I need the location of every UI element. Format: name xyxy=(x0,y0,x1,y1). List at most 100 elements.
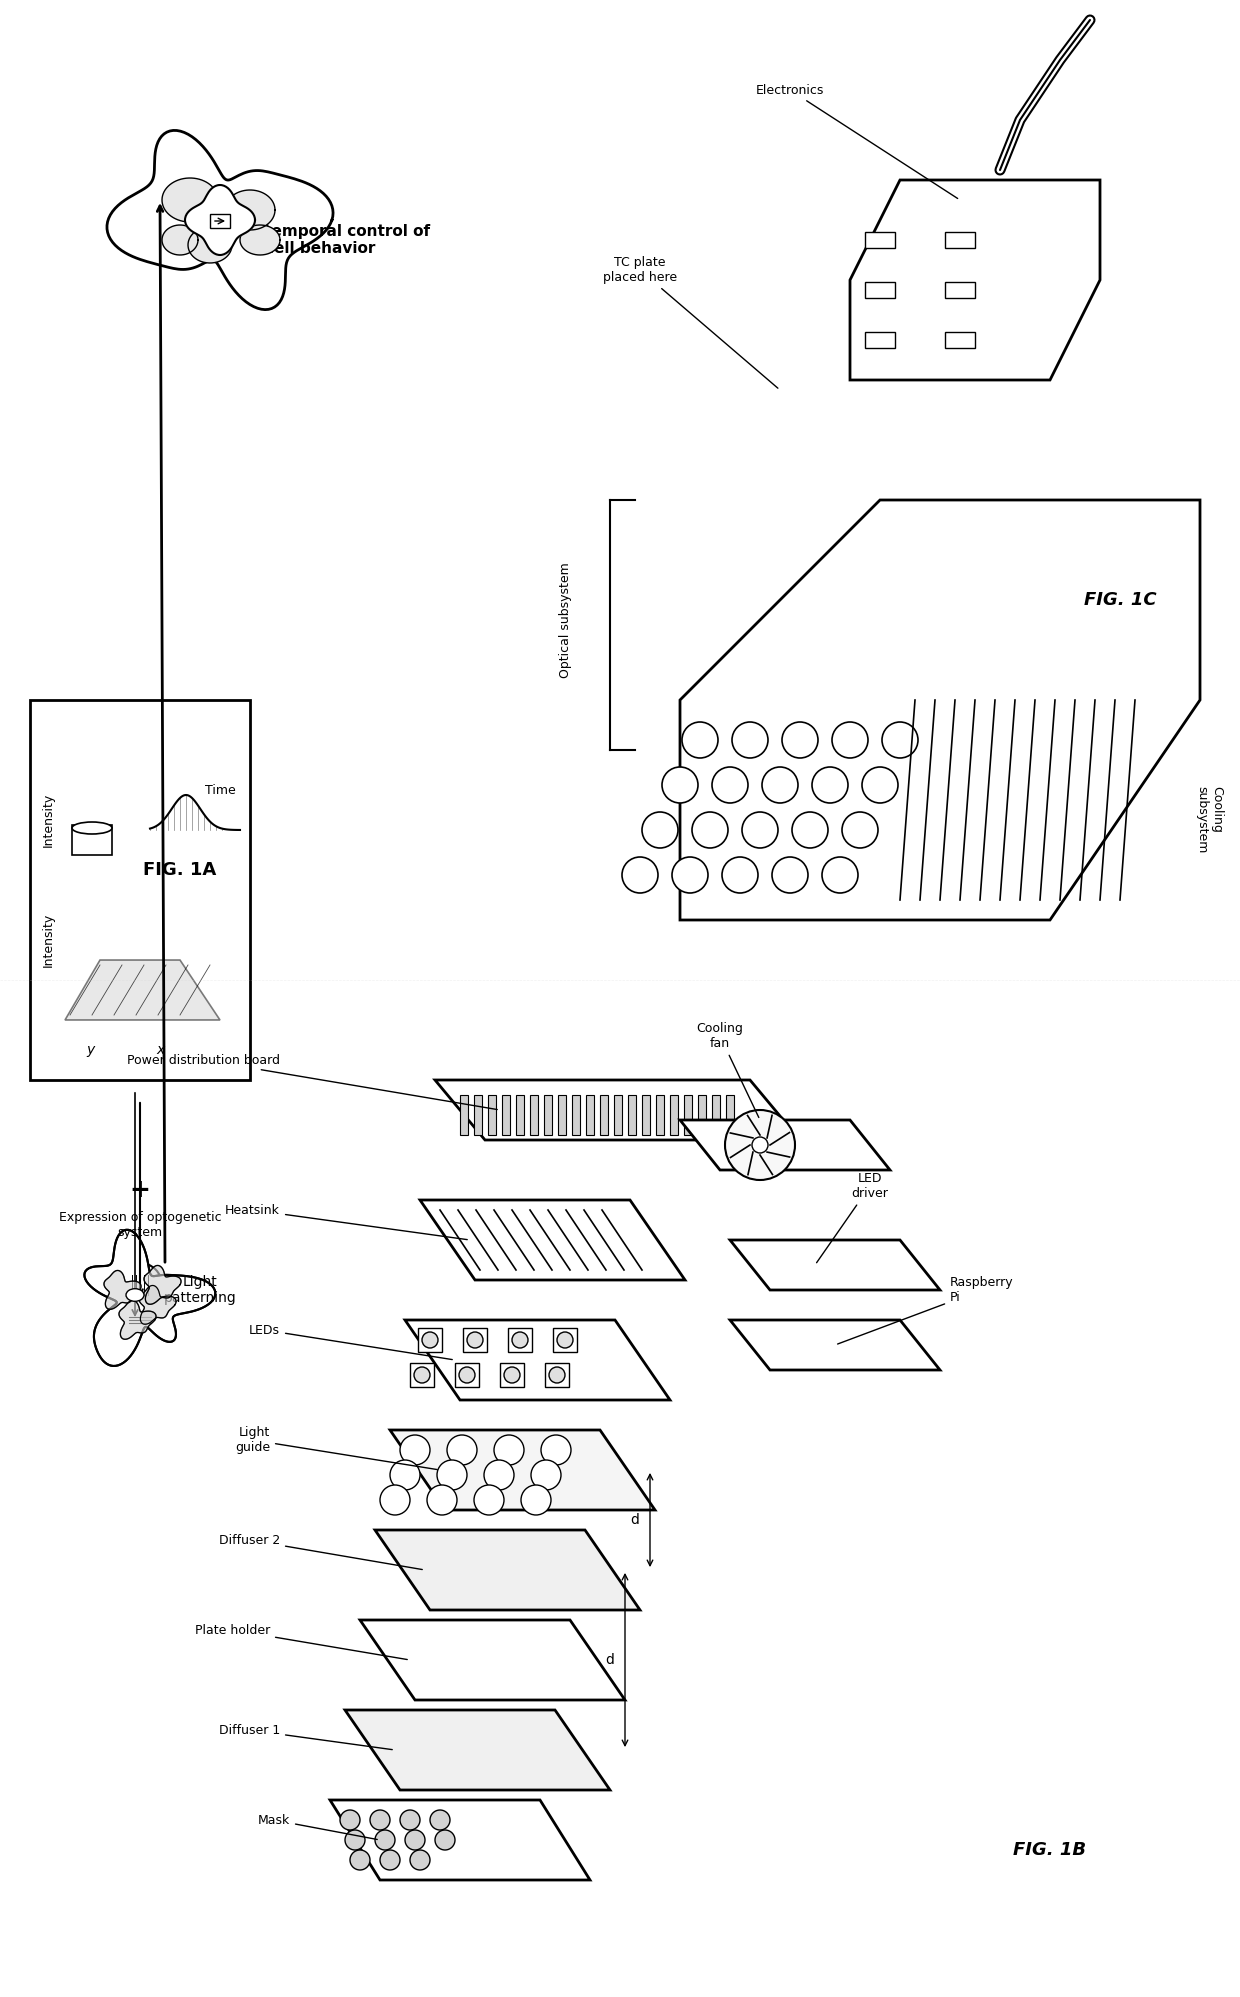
Polygon shape xyxy=(405,1320,670,1400)
Text: TC plate
placed here: TC plate placed here xyxy=(603,256,777,387)
Text: Diffuser 1: Diffuser 1 xyxy=(218,1723,392,1749)
FancyBboxPatch shape xyxy=(684,1094,692,1134)
Text: Spatiotemporal control of
cell behavior: Spatiotemporal control of cell behavior xyxy=(210,224,430,256)
FancyBboxPatch shape xyxy=(210,214,229,228)
FancyBboxPatch shape xyxy=(627,1094,636,1134)
Circle shape xyxy=(435,1829,455,1849)
Circle shape xyxy=(494,1436,525,1466)
Text: y: y xyxy=(86,1042,94,1056)
Circle shape xyxy=(414,1368,430,1384)
Circle shape xyxy=(430,1809,450,1829)
Polygon shape xyxy=(139,1286,176,1324)
Circle shape xyxy=(842,813,878,849)
Polygon shape xyxy=(119,1300,156,1340)
FancyBboxPatch shape xyxy=(529,1094,538,1134)
Circle shape xyxy=(832,723,868,759)
Circle shape xyxy=(622,857,658,893)
Polygon shape xyxy=(84,1230,216,1366)
FancyBboxPatch shape xyxy=(72,825,112,855)
Polygon shape xyxy=(224,190,275,230)
Text: LED
driver: LED driver xyxy=(817,1172,888,1262)
Polygon shape xyxy=(420,1200,684,1280)
Text: Power distribution board: Power distribution board xyxy=(126,1054,497,1110)
Circle shape xyxy=(722,857,758,893)
Polygon shape xyxy=(391,1430,655,1510)
FancyBboxPatch shape xyxy=(572,1094,580,1134)
Circle shape xyxy=(340,1809,360,1829)
Polygon shape xyxy=(849,180,1100,379)
Circle shape xyxy=(725,1110,795,1180)
Circle shape xyxy=(763,767,799,803)
Text: Cooling
subsystem: Cooling subsystem xyxy=(1195,787,1223,853)
FancyBboxPatch shape xyxy=(553,1328,577,1352)
Polygon shape xyxy=(107,130,334,310)
FancyBboxPatch shape xyxy=(712,1094,720,1134)
Circle shape xyxy=(712,767,748,803)
Circle shape xyxy=(427,1486,458,1516)
FancyBboxPatch shape xyxy=(558,1094,565,1134)
Circle shape xyxy=(642,813,678,849)
FancyBboxPatch shape xyxy=(600,1094,608,1134)
Text: d: d xyxy=(631,1514,640,1528)
Circle shape xyxy=(782,723,818,759)
Text: FIG. 1B: FIG. 1B xyxy=(1013,1841,1086,1859)
FancyBboxPatch shape xyxy=(725,1094,734,1134)
FancyBboxPatch shape xyxy=(418,1328,441,1352)
Text: Plate holder: Plate holder xyxy=(195,1624,407,1660)
FancyBboxPatch shape xyxy=(614,1094,622,1134)
FancyBboxPatch shape xyxy=(945,332,975,347)
Circle shape xyxy=(410,1849,430,1869)
Circle shape xyxy=(436,1460,467,1490)
FancyBboxPatch shape xyxy=(866,232,895,248)
Polygon shape xyxy=(330,1799,590,1879)
Text: d: d xyxy=(605,1654,615,1667)
Polygon shape xyxy=(162,226,198,256)
Polygon shape xyxy=(680,1120,890,1170)
Text: Intensity: Intensity xyxy=(41,793,55,847)
FancyBboxPatch shape xyxy=(866,332,895,347)
Circle shape xyxy=(549,1368,565,1384)
Circle shape xyxy=(882,723,918,759)
Circle shape xyxy=(812,767,848,803)
Text: Intensity: Intensity xyxy=(41,913,55,967)
Circle shape xyxy=(379,1849,401,1869)
Circle shape xyxy=(391,1460,420,1490)
Polygon shape xyxy=(64,961,219,1020)
Text: Optical subsystem: Optical subsystem xyxy=(558,561,572,677)
Circle shape xyxy=(422,1332,438,1348)
Polygon shape xyxy=(345,1709,610,1789)
Circle shape xyxy=(531,1460,560,1490)
FancyBboxPatch shape xyxy=(945,282,975,298)
Text: Expression of optogenetic
system: Expression of optogenetic system xyxy=(58,1210,221,1238)
Circle shape xyxy=(405,1829,425,1849)
Text: +: + xyxy=(129,1178,150,1202)
Text: FIG. 1A: FIG. 1A xyxy=(144,861,217,879)
Text: Cooling
fan: Cooling fan xyxy=(697,1022,759,1118)
Circle shape xyxy=(118,1262,162,1306)
Ellipse shape xyxy=(72,823,112,835)
Circle shape xyxy=(459,1368,475,1384)
FancyBboxPatch shape xyxy=(546,1364,569,1388)
Circle shape xyxy=(773,857,808,893)
Circle shape xyxy=(503,1368,520,1384)
Text: Light
guide: Light guide xyxy=(234,1426,438,1470)
Polygon shape xyxy=(360,1620,625,1699)
Text: Electronics: Electronics xyxy=(756,84,957,198)
Text: LEDs: LEDs xyxy=(249,1324,453,1360)
Circle shape xyxy=(682,723,718,759)
FancyBboxPatch shape xyxy=(642,1094,650,1134)
Circle shape xyxy=(370,1809,391,1829)
Circle shape xyxy=(446,1436,477,1466)
Circle shape xyxy=(350,1849,370,1869)
Circle shape xyxy=(822,857,858,893)
FancyBboxPatch shape xyxy=(945,232,975,248)
Circle shape xyxy=(401,1809,420,1829)
FancyBboxPatch shape xyxy=(516,1094,525,1134)
Circle shape xyxy=(662,767,698,803)
Circle shape xyxy=(521,1486,551,1516)
Polygon shape xyxy=(188,228,232,264)
Text: FIG. 1C: FIG. 1C xyxy=(1084,591,1157,609)
Text: Diffuser 2: Diffuser 2 xyxy=(218,1534,423,1570)
FancyBboxPatch shape xyxy=(587,1094,594,1134)
FancyBboxPatch shape xyxy=(460,1094,467,1134)
